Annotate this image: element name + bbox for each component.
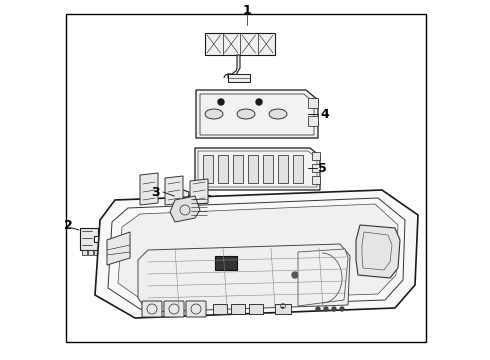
Polygon shape — [228, 55, 240, 78]
Bar — [263, 155, 273, 183]
Ellipse shape — [205, 109, 223, 119]
Circle shape — [332, 307, 336, 311]
Polygon shape — [188, 195, 210, 223]
Circle shape — [256, 99, 262, 105]
Bar — [213, 304, 227, 314]
Bar — [215, 256, 237, 270]
Bar — [293, 155, 303, 183]
Circle shape — [292, 272, 298, 278]
Bar — [233, 155, 243, 183]
Bar — [278, 155, 288, 183]
Circle shape — [324, 307, 328, 311]
Bar — [218, 155, 228, 183]
Polygon shape — [165, 176, 183, 205]
Bar — [203, 155, 213, 183]
Text: 3: 3 — [151, 185, 159, 198]
Bar — [312, 164, 320, 172]
Ellipse shape — [237, 109, 255, 119]
Bar — [312, 152, 320, 160]
Polygon shape — [175, 190, 189, 202]
Bar — [308, 98, 318, 108]
Bar — [275, 304, 291, 314]
FancyBboxPatch shape — [142, 301, 162, 317]
Polygon shape — [356, 225, 400, 278]
Ellipse shape — [269, 109, 287, 119]
Text: 2: 2 — [64, 219, 73, 231]
Circle shape — [218, 99, 224, 105]
FancyBboxPatch shape — [164, 301, 184, 317]
FancyBboxPatch shape — [186, 301, 206, 317]
Text: 5: 5 — [318, 162, 327, 175]
Circle shape — [340, 307, 344, 311]
Polygon shape — [138, 244, 350, 312]
Bar — [88, 250, 93, 255]
Polygon shape — [107, 232, 130, 265]
Polygon shape — [195, 148, 320, 190]
Bar — [66, 14, 426, 342]
Bar — [248, 155, 258, 183]
Polygon shape — [118, 204, 398, 302]
Bar — [231, 304, 245, 314]
Polygon shape — [170, 196, 200, 222]
Bar — [308, 116, 318, 126]
Bar — [94, 250, 99, 255]
Text: 1: 1 — [243, 4, 251, 17]
Bar — [82, 250, 87, 255]
Polygon shape — [140, 173, 158, 205]
Polygon shape — [196, 90, 318, 138]
Polygon shape — [298, 249, 348, 306]
Polygon shape — [205, 33, 275, 55]
Bar — [312, 176, 320, 184]
Polygon shape — [228, 74, 250, 82]
Circle shape — [316, 307, 320, 311]
Text: 4: 4 — [320, 108, 329, 121]
Polygon shape — [190, 179, 208, 205]
Polygon shape — [95, 190, 418, 318]
Polygon shape — [80, 228, 98, 250]
Bar — [249, 304, 263, 314]
